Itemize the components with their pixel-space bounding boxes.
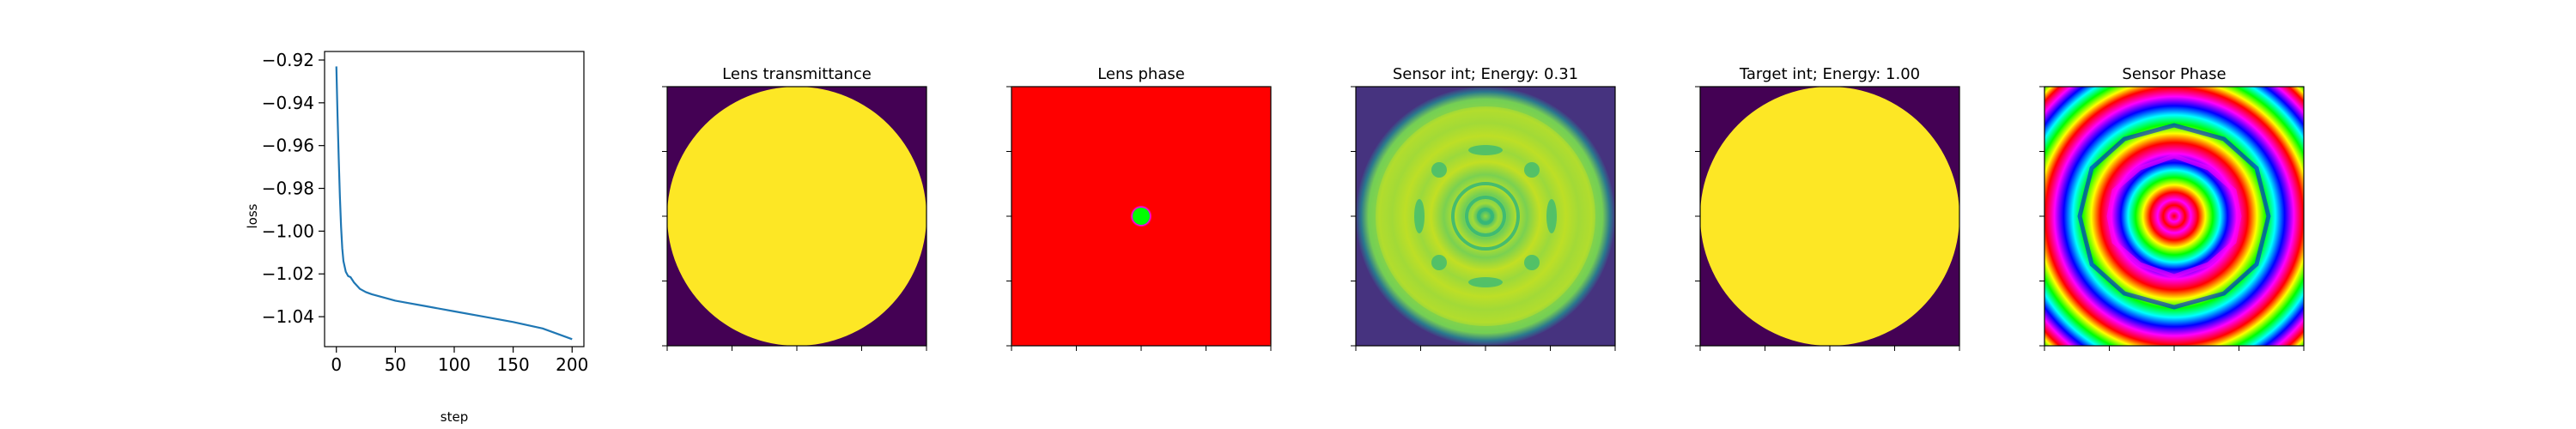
y-tick-label: −0.94 <box>262 93 314 113</box>
sensor-int-speckle <box>1468 277 1503 287</box>
x-tick-label: 150 <box>497 354 530 375</box>
loss-line <box>335 66 573 341</box>
sensor-int-speckle <box>1468 145 1503 155</box>
lens-transmittance-disk <box>667 87 927 346</box>
image-panel-ticks <box>662 86 2305 351</box>
sensor-int-rings <box>1451 182 1520 251</box>
sensor-int-speckle <box>1524 255 1540 270</box>
sensor-int-speckle <box>1524 162 1540 178</box>
y-tick-label: −1.00 <box>262 221 314 241</box>
sensor-int-ring <box>1451 182 1520 251</box>
x-tick-label: 0 <box>331 354 342 375</box>
sensor-int-speckle <box>1414 199 1425 233</box>
sensor-phase-image <box>2044 87 2304 346</box>
sensor-phase-wave-ring <box>2077 123 2271 310</box>
sensor-int-speckles <box>1414 145 1557 287</box>
lens-phase-panel: Lens phase <box>1011 65 1272 347</box>
loss-ylabel: loss <box>245 203 260 228</box>
target-int-title: Target int; Energy: 1.00 <box>1739 65 1920 83</box>
sensor-phase-title: Sensor Phase <box>2122 65 2226 83</box>
loss-plot-frame <box>324 51 585 347</box>
loss-plot: 0 50 100 150 200 −0.92 −0.94 −0.96 −0.98 −1.00 −1.… <box>245 50 588 425</box>
x-tick-label: 100 <box>438 354 471 375</box>
lens-transmittance-panel: Lens transmittance <box>666 65 927 347</box>
sensor-int-ring <box>1465 196 1506 237</box>
loss-xlabel: step <box>440 409 468 425</box>
loss-plot-ticks: 0 50 100 150 200 −0.92 −0.94 −0.96 −0.98 −1.00 −1.… <box>262 50 589 375</box>
target-int-disk <box>1700 87 1959 346</box>
lens-transmittance-title: Lens transmittance <box>722 65 872 83</box>
sensor-int-speckle <box>1546 199 1557 233</box>
sensor-phase-wave-ring <box>2106 154 2242 279</box>
lens-phase-title: Lens phase <box>1097 65 1185 83</box>
y-tick-label: −0.96 <box>262 136 314 156</box>
sensor-phase-wave-rings <box>2077 123 2271 310</box>
y-tick-label: −0.92 <box>262 50 314 70</box>
sensor-int-disk <box>1356 87 1615 346</box>
lens-phase-center-spot <box>1133 208 1150 225</box>
sensor-phase-panel: Sensor Phase <box>2044 65 2305 347</box>
sensor-int-speckle <box>1431 162 1447 178</box>
sensor-int-speckle <box>1431 255 1447 270</box>
y-tick-label: −0.98 <box>262 178 314 199</box>
sensor-int-panel: Sensor int; Energy: 0.31 <box>1355 65 1616 347</box>
y-tick-label: −1.04 <box>262 306 314 327</box>
y-tick-label: −1.02 <box>262 263 314 284</box>
sensor-int-edge-ring <box>1369 100 1602 333</box>
x-tick-label: 200 <box>556 354 588 375</box>
sensor-int-title: Sensor int; Energy: 0.31 <box>1393 65 1578 83</box>
sensor-int-ring <box>1477 208 1494 225</box>
target-int-panel: Target int; Energy: 1.00 <box>1699 65 1960 347</box>
x-tick-label: 50 <box>385 354 406 375</box>
